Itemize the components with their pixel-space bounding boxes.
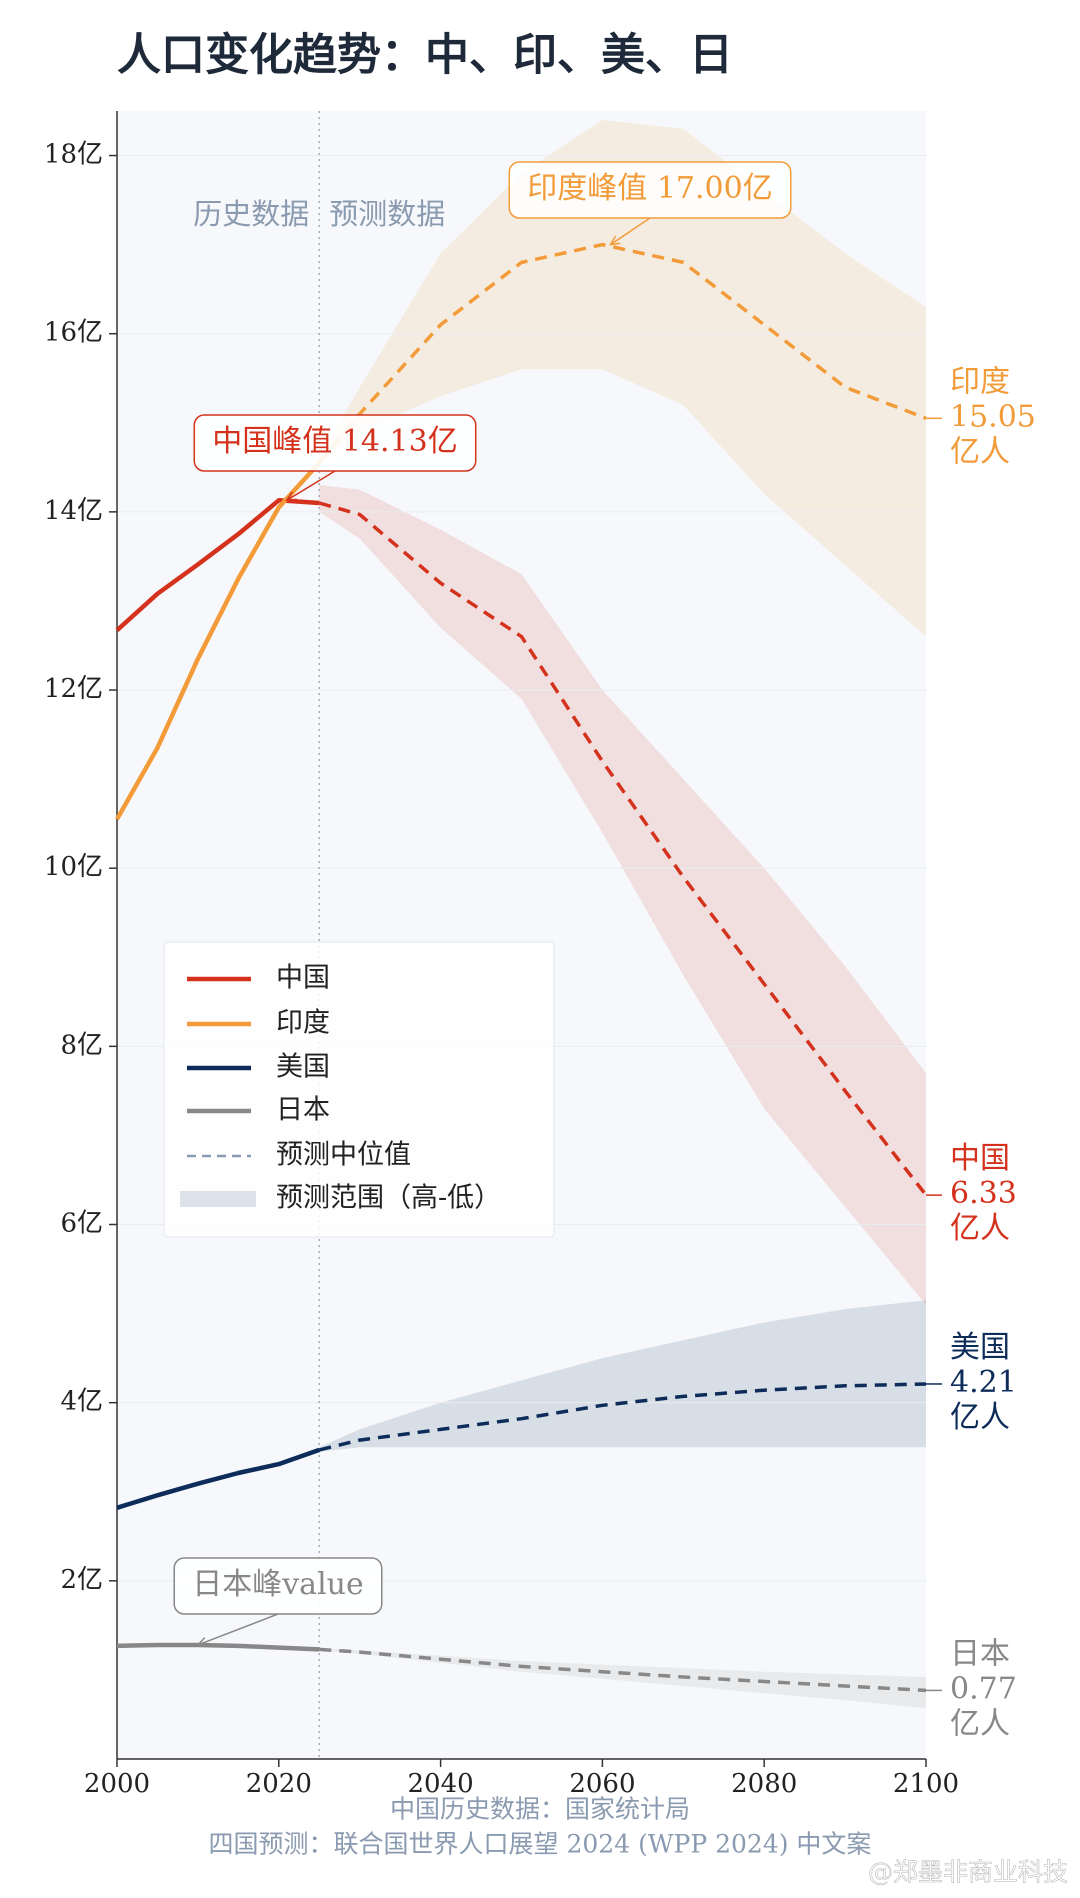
x-tick-label: 2040 [408, 1769, 474, 1799]
range-band [319, 119, 926, 637]
range-band [319, 485, 926, 1305]
legend-label: 中国 [276, 963, 330, 994]
end-label: 印度 [950, 364, 1010, 399]
range-band [319, 1300, 926, 1452]
legend-swatch [180, 1191, 256, 1207]
y-tick-label: 8亿 [60, 1030, 103, 1060]
legend-label: 预测中位值 [276, 1140, 411, 1171]
y-tick-label: 16亿 [44, 318, 103, 348]
end-label: 4.21 [950, 1365, 1017, 1400]
annotation: 日本峰value [192, 1567, 364, 1602]
y-tick-label: 2亿 [60, 1565, 103, 1595]
history-line [115, 461, 321, 821]
arrow-head [196, 1637, 208, 1647]
x-tick-label: 2080 [731, 1769, 797, 1799]
history-line [116, 1642, 320, 1652]
end-label: 6.33 [950, 1176, 1017, 1211]
x-tick-label: 2020 [246, 1769, 312, 1799]
end-label: 日本 [950, 1636, 1010, 1671]
history-line [116, 1447, 321, 1510]
projection-line [317, 242, 927, 465]
watermark: @郑墨非商业科技 [868, 1858, 1068, 1887]
annotation: 印度峰值 17.00亿 [527, 171, 772, 206]
annotation-arrow [610, 217, 651, 246]
y-tick-label: 18亿 [44, 140, 103, 170]
chart-title: 人口变化趋势：中、印、美、日 [117, 30, 733, 81]
arrow-head [285, 491, 297, 502]
plot: 2亿 4亿 6亿 8亿 10亿 12亿 14亿 16亿 18亿 2000 2020 2040 2060 2… [44, 111, 1068, 1887]
y-tick-label: 4亿 [60, 1387, 103, 1417]
end-label: 0.77 [950, 1671, 1017, 1706]
legend-label: 日本 [276, 1095, 330, 1126]
x-tick-label: 2060 [569, 1769, 635, 1799]
annotation-arrow [286, 470, 336, 501]
annotation: 中国峰值 14.13亿 [212, 424, 457, 459]
legend-label: 美国 [276, 1052, 330, 1083]
y-tick-label: 10亿 [44, 852, 103, 882]
end-label: 中国 [950, 1141, 1010, 1176]
end-label: 亿人 [950, 1400, 1010, 1435]
projection-line [319, 1647, 927, 1693]
x-tick-label: 2100 [893, 1769, 959, 1799]
legend-box [163, 941, 555, 1238]
annotation-arrow [197, 1613, 279, 1646]
x-tick-label: 2000 [84, 1769, 150, 1799]
end-label: 亿人 [950, 1211, 1010, 1246]
divider-label: 历史数据 [193, 197, 309, 231]
source: 中国历史数据：国家统计局 [390, 1795, 690, 1824]
arrow-head [609, 235, 621, 246]
y-tick-label: 12亿 [44, 674, 103, 704]
end-label: 亿人 [950, 1706, 1010, 1741]
projection-line [318, 1382, 927, 1452]
legend-label: 预测范围（高-低） [276, 1183, 501, 1214]
end-label: 亿人 [950, 434, 1010, 469]
bands [319, 119, 926, 1709]
plot-area [117, 111, 926, 1759]
source: 四国预测：联合国世界人口展望 2024 (WPP 2024) 中文案 [209, 1830, 872, 1859]
legend-label: 印度 [276, 1008, 330, 1039]
divider-label: 预测数据 [329, 197, 445, 231]
end-label: 15.05 [950, 399, 1036, 434]
y-tick-label: 14亿 [44, 496, 103, 526]
range-band [319, 1648, 926, 1709]
y-tick-label: 6亿 [60, 1209, 103, 1239]
end-label: 美国 [950, 1330, 1010, 1365]
